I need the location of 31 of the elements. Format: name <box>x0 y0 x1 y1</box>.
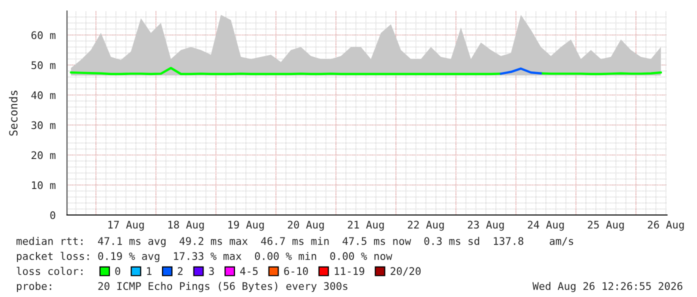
y-tick-label: 60 m <box>31 31 56 40</box>
text: median rtt: 47.1 ms avg 49.2 ms max 46.7 ms min 47.5 ms now 0.3 ms sd 137.8 am/s <box>16 236 574 248</box>
y-tick-label: 40 m <box>31 91 56 100</box>
legend-label: 11-19 <box>334 267 364 276</box>
legend-label: 0 <box>115 267 120 276</box>
y-tick-label: 0 <box>50 211 56 220</box>
legend-label: 3 <box>209 267 214 276</box>
x-tick-label: 24 Aug <box>528 220 564 231</box>
legend-title: loss color: <box>16 266 82 276</box>
x-tick-label: 21 Aug <box>348 220 384 231</box>
x-tick-label: 23 Aug <box>468 220 504 231</box>
x-tick-label: 22 Aug <box>408 220 444 231</box>
x-tick-label: 20 Aug <box>288 220 324 231</box>
x-tick-label: 19 Aug <box>228 220 264 231</box>
x-tick-label: 26 Aug <box>648 220 684 231</box>
x-tick-label: 17 Aug <box>108 220 144 231</box>
text: packet loss: 0.19 % avg 17.33 % max 0.00 % min 0.00 % now <box>16 252 392 262</box>
x-tick-label: 25 Aug <box>588 220 624 231</box>
y-axis-title: Seconds <box>8 90 18 136</box>
legend-label: 6-10 <box>284 267 308 276</box>
text: Wed Aug 26 12:26:55 2026 <box>532 282 682 292</box>
x-tick-label: 18 Aug <box>168 220 204 231</box>
y-tick-label: 30 m <box>32 121 56 130</box>
legend-label: 1 <box>147 267 152 275</box>
y-tick-label: 10 m <box>32 181 56 190</box>
legend-label: 20/20 <box>390 267 421 276</box>
legend-label: 2 <box>178 267 183 275</box>
text: probe: 20 ICMP Echo Pings (56 Bytes) every 300s <box>16 282 348 292</box>
y-tick-label: 50 m <box>32 61 56 70</box>
legend-label: 4-5 <box>240 267 258 276</box>
y-tick-label: 20 m <box>32 151 56 160</box>
